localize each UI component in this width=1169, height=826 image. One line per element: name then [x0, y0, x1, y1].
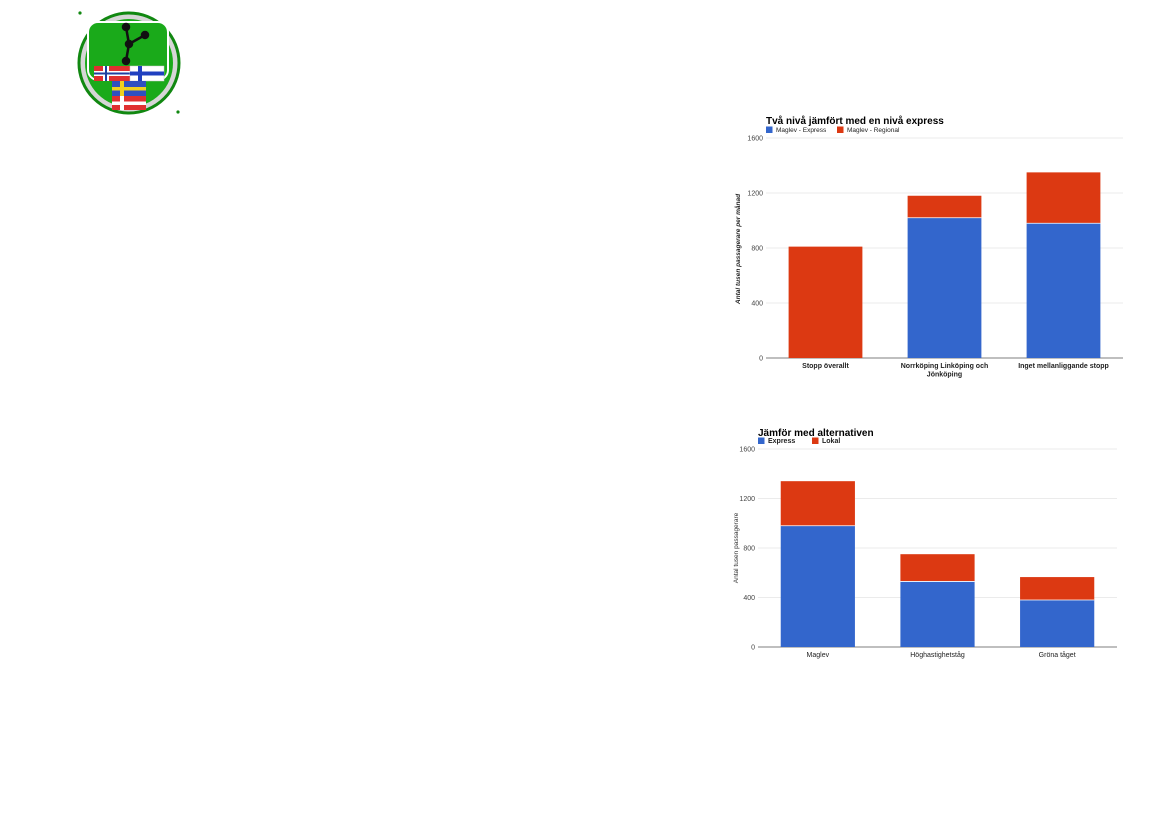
logo-dot-top [78, 11, 82, 15]
legend-swatch [837, 126, 844, 133]
x-category-label: Stopp överallt [802, 363, 849, 370]
bar-segment-red [907, 195, 982, 218]
bar-segment-red [900, 554, 975, 582]
y-tick-label: 1200 [739, 496, 755, 503]
chart-title: Jämför med alternativen [758, 428, 874, 439]
bar-segment-blue [907, 217, 982, 358]
plot-area: 0 400 800 1200 1600 Maglev Höghastighetståg Grö… [739, 447, 1117, 659]
finland-flag [129, 65, 165, 82]
y-tick-label: 1200 [747, 191, 763, 198]
chart-legend: Maglev - Express Maglev - Regional [766, 126, 900, 134]
y-tick-label: 0 [751, 645, 755, 652]
bar-segment-red [780, 481, 855, 526]
y-tick-label: 800 [743, 546, 755, 553]
y-axis-label: Antal tusen passagerare [733, 512, 740, 583]
chart-compare-alternatives: Jämför med alternativen Express Lokal Ant… [733, 428, 1117, 659]
denmark-flag [112, 96, 146, 110]
bar-segment-blue [1020, 599, 1095, 647]
chart-legend: Express Lokal [758, 437, 840, 445]
norway-flag [94, 66, 130, 81]
bar-segment-red [788, 246, 863, 358]
bar-segment-blue [900, 581, 975, 647]
x-category-label: Höghastighetståg [910, 651, 965, 659]
bar-segment-red [1026, 172, 1101, 224]
chart-title: Två nivå jämfört med en nivå express [766, 115, 944, 127]
y-tick-label: 1600 [739, 447, 755, 454]
y-tick-label: 400 [751, 301, 763, 308]
plot-area: 0 400 800 1200 1600 Stopp överallt Norrköping … [747, 136, 1123, 379]
y-tick-label: 400 [743, 595, 755, 602]
x-category-label: Maglev [807, 652, 830, 659]
y-tick-label: 800 [751, 246, 763, 253]
x-category-label: Norrköping Linköping och [901, 363, 989, 370]
bar-segment-red [1020, 577, 1095, 600]
chart-two-level-vs-express: Två nivå jämfört med en nivå express Mag… [734, 115, 1123, 379]
logo-dot-bottom [176, 110, 180, 114]
legend-label: Maglev - Express [776, 127, 827, 134]
legend-label: Maglev - Regional [847, 127, 900, 134]
legend-label: Express [768, 438, 795, 445]
legend-swatch [766, 126, 773, 133]
y-tick-label: 0 [759, 356, 763, 363]
legend-swatch [758, 437, 765, 444]
y-axis-label: Antal tusen passagerare per månad [734, 193, 742, 305]
legend-label: Lokal [822, 438, 840, 445]
x-category-label: Gröna tåget [1039, 651, 1076, 659]
legend-swatch [812, 437, 819, 444]
logo [77, 11, 181, 115]
x-category-label: Jönköping [927, 372, 962, 379]
network-graph-icon [121, 22, 150, 66]
bar-segment-blue [1026, 223, 1101, 358]
sweden-flag [112, 81, 146, 96]
x-category-label: Inget mellanliggande stopp [1018, 363, 1109, 370]
bar-segment-blue [780, 525, 855, 647]
y-tick-label: 1600 [747, 136, 763, 143]
